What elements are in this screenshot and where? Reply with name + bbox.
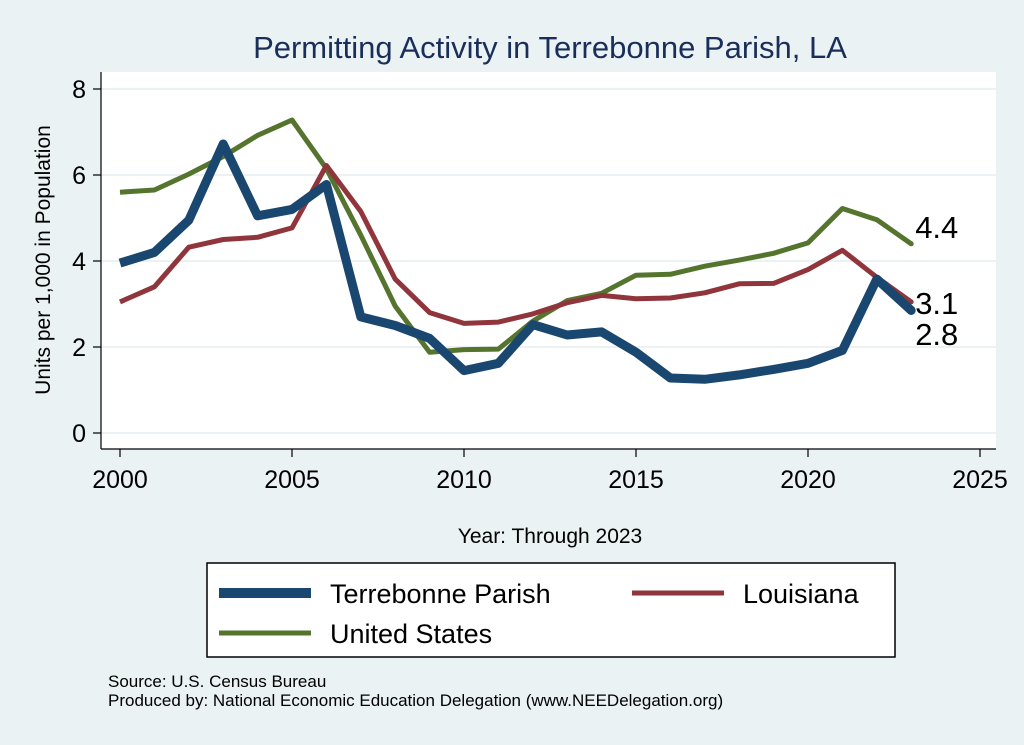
end-label-louisiana: 3.1 (915, 286, 958, 321)
x-tick-label-2010: 2010 (436, 466, 492, 494)
chart-title: Permitting Activity in Terrebonne Parish… (253, 30, 847, 65)
series-lines (118, 117, 916, 384)
produced-by-note: Produced by: National Economic Education… (108, 691, 724, 710)
series-line-united-states (119, 117, 913, 355)
end-point-united-states (908, 241, 914, 247)
legend-label-louisiana: Louisiana (743, 579, 860, 609)
end-labels: 2.83.1 4.4 (915, 210, 958, 352)
end-point-louisiana (908, 299, 914, 305)
y-tick-label-0: 0 (72, 420, 86, 448)
series-line-louisiana (118, 163, 913, 326)
x-tick-label-2020: 2020 (780, 466, 836, 494)
y-tick-label-2: 2 (72, 334, 86, 362)
y-tick-label-8: 8 (72, 76, 86, 104)
x-axis-label: Year: Through 2023 (458, 525, 643, 548)
legend-label-united-states: United States (330, 619, 492, 649)
series-line-terrebonne-parish (118, 139, 915, 384)
end-point-terrebonne-parish (906, 305, 916, 315)
legend: Terrebonne Parish Louisiana United State… (206, 562, 896, 658)
x-tick-label-2015: 2015 (608, 466, 664, 494)
source-note: Source: U.S. Census Bureau (108, 672, 327, 691)
legend-label-terrebonne: Terrebonne Parish (330, 579, 551, 609)
legend-box (206, 562, 896, 658)
y-tick-label-6: 6 (72, 162, 86, 190)
end-label-terrebonne-parish: 2.8 (915, 317, 958, 352)
y-axis-label: Units per 1,000 in Population (32, 125, 55, 395)
axes: 0 2 4 6 8 2000 2005 2010 2015 2020 2025 (72, 72, 1008, 494)
x-tick-label-2025: 2025 (952, 466, 1008, 494)
end-label-united-states: 4.4 (915, 210, 958, 245)
y-tick-label-4: 4 (72, 248, 86, 276)
x-tick-label-2005: 2005 (264, 466, 320, 494)
x-tick-label-2000: 2000 (92, 466, 148, 494)
chart-notes: Source: U.S. Census Bureau Produced by: … (108, 672, 723, 710)
grid-lines (101, 88, 996, 434)
